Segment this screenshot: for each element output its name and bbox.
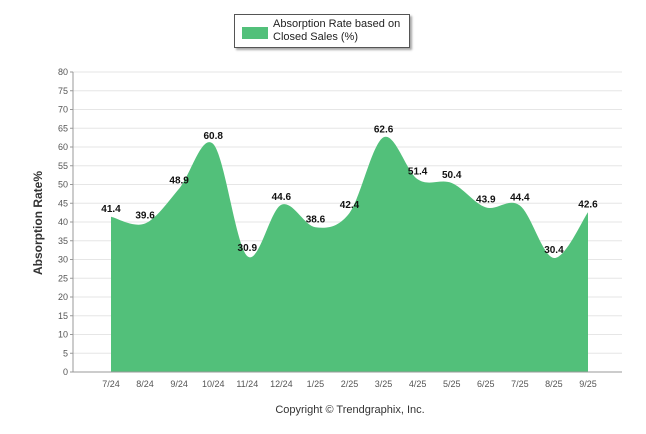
y-tick-label: 20 bbox=[58, 292, 68, 302]
x-tick-label-6-25: 6/25 bbox=[477, 379, 495, 389]
data-label-10-24: 60.8 bbox=[203, 131, 223, 142]
axes: 0 5 10 15 20 25 30 35 40 45 50 55 60 65 70 75 80 7/24 8/24… bbox=[58, 67, 622, 389]
y-tick-label: 80 bbox=[58, 67, 68, 77]
data-label-11-24: 30.9 bbox=[238, 243, 258, 254]
data-label-7-25: 44.4 bbox=[510, 193, 530, 204]
y-tick-label: 75 bbox=[58, 86, 68, 96]
data-labels: 41.4 39.6 48.9 60.8 30.9 44.6 38.6 42.4 62.6 51.4… bbox=[101, 124, 598, 256]
legend-swatch bbox=[242, 27, 268, 39]
y-tick-label: 40 bbox=[58, 217, 68, 227]
copyright-footer: Copyright © Trendgraphix, Inc. bbox=[275, 404, 424, 416]
x-tick-label-2-25: 2/25 bbox=[341, 379, 359, 389]
x-tick-label-8-24: 8/24 bbox=[136, 379, 154, 389]
x-tick-label-9-25: 9/25 bbox=[579, 379, 597, 389]
area-series bbox=[111, 136, 588, 372]
data-label-9-25: 42.6 bbox=[578, 199, 598, 210]
legend: Absorption Rate based on Closed Sales (%… bbox=[234, 14, 410, 48]
x-tick-label-8-25: 8/25 bbox=[545, 379, 563, 389]
x-tick-label-9-24: 9/24 bbox=[170, 379, 188, 389]
y-tick-label: 50 bbox=[58, 180, 68, 190]
y-tick-label: 15 bbox=[58, 311, 68, 321]
y-tick-label: 10 bbox=[58, 330, 68, 340]
data-label-3-25: 62.6 bbox=[374, 124, 394, 135]
y-axis-label: Absorption Rate% bbox=[31, 171, 45, 275]
y-tick-label: 0 bbox=[63, 367, 68, 377]
x-tick-label-10-24: 10/24 bbox=[202, 379, 225, 389]
y-tick-label: 45 bbox=[58, 198, 68, 208]
y-tick-label: 70 bbox=[58, 105, 68, 115]
data-label-5-25: 50.4 bbox=[442, 170, 462, 181]
x-tick-label-7-24: 7/24 bbox=[102, 379, 120, 389]
x-tick-label-12-24: 12/24 bbox=[270, 379, 293, 389]
data-label-2-25: 42.4 bbox=[340, 200, 360, 211]
x-tick-label-1-25: 1/25 bbox=[307, 379, 325, 389]
area-fill bbox=[111, 136, 588, 372]
y-tick-label: 25 bbox=[58, 273, 68, 283]
x-tick-label-7-25: 7/25 bbox=[511, 379, 529, 389]
y-tick-label: 35 bbox=[58, 236, 68, 246]
data-label-4-25: 51.4 bbox=[408, 166, 428, 177]
x-tick-label-4-25: 4/25 bbox=[409, 379, 427, 389]
y-tick-label: 5 bbox=[63, 348, 68, 358]
x-tick-label-5-25: 5/25 bbox=[443, 379, 461, 389]
x-tick-label-11-24: 11/24 bbox=[236, 379, 258, 389]
y-tick-label: 65 bbox=[58, 123, 68, 133]
data-label-7-24: 41.4 bbox=[101, 204, 121, 215]
y-tick-label: 30 bbox=[58, 255, 68, 265]
legend-label: Absorption Rate based on Closed Sales (%… bbox=[273, 18, 401, 43]
data-label-8-24: 39.6 bbox=[135, 211, 155, 222]
data-label-12-24: 44.6 bbox=[272, 192, 292, 203]
x-tick-label-3-25: 3/25 bbox=[375, 379, 393, 389]
data-label-1-25: 38.6 bbox=[306, 214, 326, 225]
data-label-9-24: 48.9 bbox=[169, 176, 189, 187]
y-tick-label: 60 bbox=[58, 142, 68, 152]
data-label-6-25: 43.9 bbox=[476, 194, 496, 205]
y-tick-label: 55 bbox=[58, 161, 68, 171]
data-label-8-25: 30.4 bbox=[544, 245, 564, 256]
